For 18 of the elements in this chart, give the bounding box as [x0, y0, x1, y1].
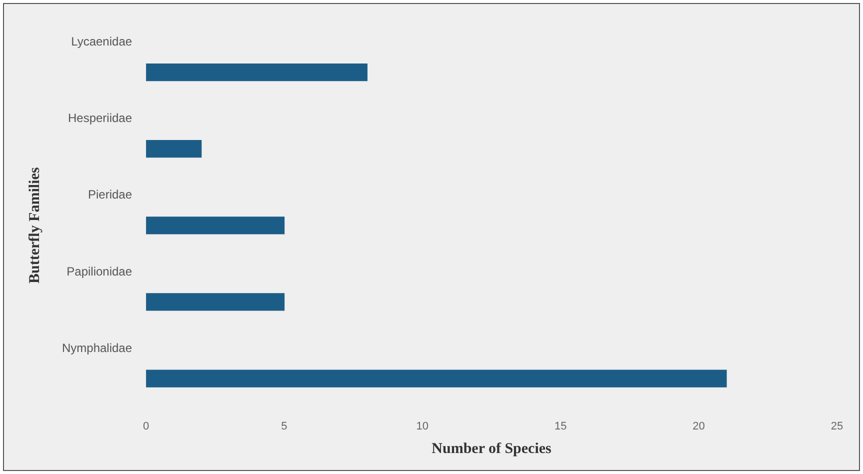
y-tick-label: Lycaenidae [71, 34, 132, 49]
y-axis-title: Butterfly Families [26, 167, 43, 284]
x-tick-label: 10 [416, 420, 429, 432]
x-tick-label: 15 [554, 420, 567, 432]
y-tick-label: Papilionidae [66, 264, 132, 278]
bar [146, 63, 368, 82]
bar [146, 293, 285, 311]
y-tick-label: Pieridae [88, 188, 132, 202]
bar [146, 216, 285, 234]
x-tick-label: 5 [281, 420, 288, 432]
x-tick-label: 0 [142, 420, 150, 432]
bar [146, 140, 202, 158]
bar [146, 370, 727, 388]
y-tick-label: Hesperiidae [68, 111, 132, 126]
x-tick-label: 20 [692, 420, 705, 432]
x-axis-title: Number of Species [432, 440, 552, 457]
y-tick-label: Nymphalidae [62, 340, 132, 355]
x-tick-label: 25 [830, 420, 844, 432]
